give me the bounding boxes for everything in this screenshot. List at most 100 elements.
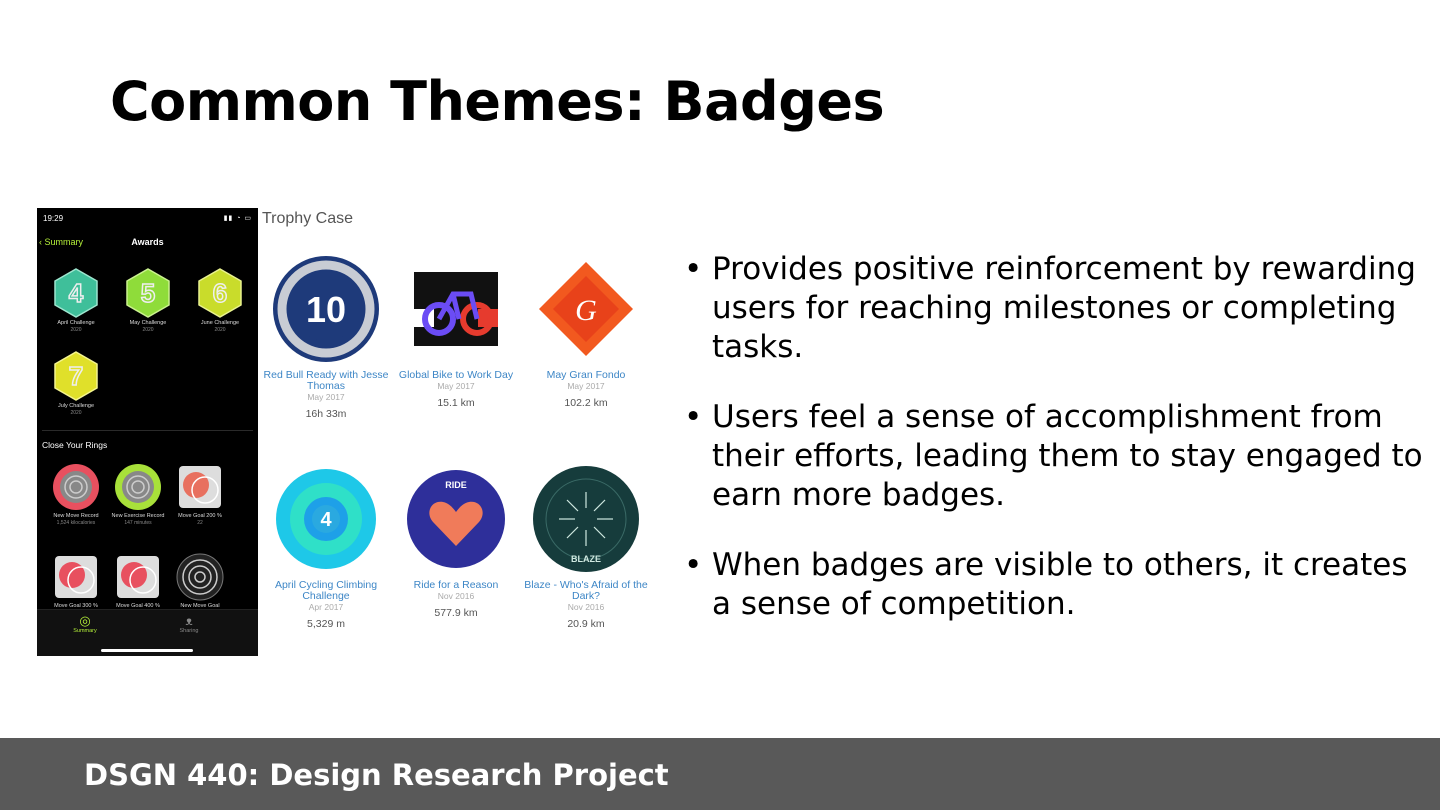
- challenge-badge-icon: 5: [126, 268, 170, 318]
- badge-stat: 15.1 km: [437, 397, 475, 409]
- badge-stat: 5,329 m: [307, 618, 345, 630]
- badge-date: May 2017: [567, 381, 605, 391]
- bike-badge-icon: [414, 272, 498, 346]
- badge-stat: 102.2 km: [564, 397, 608, 409]
- section-divider: [42, 430, 253, 431]
- status-time: 19:29: [43, 213, 64, 223]
- exercise-record-icon: [115, 464, 161, 510]
- trophy-badge[interactable]: BLAZE Blaze - Who's Afraid of the Dark? …: [521, 464, 651, 630]
- badge-date: Nov 2016: [567, 602, 605, 612]
- blaze-badge-icon: BLAZE: [533, 466, 639, 572]
- nav-bar: ‹ Summary Awards: [37, 234, 258, 254]
- bullet-item: Provides positive reinforcement by rewar…: [684, 250, 1429, 367]
- badge-name: Blaze - Who's Afraid of the Dark?: [524, 579, 648, 602]
- award-new-exercise-record[interactable]: New Exercise Record 147 minutes: [107, 463, 169, 526]
- badge-art-text: 10: [306, 289, 346, 330]
- back-button[interactable]: ‹ Summary: [39, 237, 84, 247]
- badge-date: Nov 2016: [437, 591, 475, 601]
- climbing-challenge-badge-icon: 4: [276, 469, 376, 569]
- trophy-case-title: Trophy Case: [262, 210, 353, 227]
- badge-name: April Cycling Climbing Challenge: [274, 579, 378, 602]
- award-number: 4: [69, 278, 84, 308]
- award-may-challenge[interactable]: 5 May Challenge 2020: [117, 268, 179, 333]
- badge-name: May Gran Fondo: [546, 369, 626, 381]
- award-sub: 2020: [70, 327, 82, 333]
- badge-art-text: RIDE: [445, 480, 467, 490]
- red-bull-badge-icon: 10: [273, 256, 379, 362]
- trophy-badge[interactable]: Global Bike to Work Day May 2017 15.1 km: [391, 254, 521, 409]
- slide-title: Common Themes: Badges: [110, 70, 885, 133]
- award-new-move-record[interactable]: New Move Record 1,524 kilocalories: [45, 463, 107, 526]
- trophy-badge[interactable]: G May Gran Fondo May 2017 102.2 km: [521, 254, 651, 409]
- award-sub: 2020: [70, 410, 82, 416]
- award-label: Move Goal 400 %: [116, 603, 160, 609]
- badge-date: Apr 2017: [308, 602, 344, 612]
- badge-date: May 2017: [307, 392, 345, 402]
- tab-sharing[interactable]: ᴥ Sharing: [159, 614, 219, 634]
- trophy-case-panel: Trophy Case 10 Red Bull Ready with Jesse…: [258, 206, 650, 656]
- award-label: New Move Record: [53, 513, 99, 519]
- award-label: June Challenge: [200, 320, 240, 326]
- activity-rings-icon: ◎: [79, 613, 91, 628]
- award-move-goal-400[interactable]: Move Goal 400 %: [107, 553, 169, 610]
- badge-name: Global Bike to Work Day: [398, 369, 514, 381]
- award-july-challenge[interactable]: 7 July Challenge 2020: [45, 351, 107, 416]
- bullet-list: Provides positive reinforcement by rewar…: [684, 250, 1429, 655]
- badge-art-text: BLAZE: [571, 554, 601, 564]
- bullet-item: When badges are visible to others, it cr…: [684, 546, 1429, 624]
- challenge-badge-icon: 7: [54, 351, 98, 401]
- ride-for-reason-badge-icon: RIDE: [407, 470, 505, 568]
- award-move-goal-200[interactable]: Move Goal 200 % 22: [169, 463, 231, 526]
- trophy-badge[interactable]: RIDE Ride for a Reason Nov 2016 577.9 km: [391, 464, 521, 619]
- award-sub: 147 minutes: [124, 520, 152, 526]
- move-goal-icon: [179, 466, 221, 508]
- sharing-icon: ᴥ: [185, 614, 193, 628]
- home-indicator: [101, 649, 193, 652]
- award-new-move-goal[interactable]: New Move Goal: [169, 553, 231, 610]
- badge-name: Ride for a Reason: [413, 579, 499, 591]
- tab-bar: ◎ Summary ᴥ Sharing: [37, 609, 258, 656]
- award-label: April Challenge: [57, 320, 95, 326]
- footer-bar: DSGN 440: Design Research Project: [0, 738, 1440, 810]
- award-sub: 22: [197, 520, 203, 526]
- award-number: 7: [69, 361, 83, 391]
- badge-name: Red Bull Ready with Jesse Thomas: [263, 369, 389, 392]
- award-june-challenge[interactable]: 6 June Challenge 2020: [189, 268, 251, 333]
- badge-stat: 16h 33m: [305, 408, 347, 420]
- award-number: 6: [213, 278, 227, 308]
- award-sub: 1,524 kilocalories: [56, 520, 96, 526]
- status-bar: 19:29 ▮▮ ◔ ▭: [43, 212, 252, 224]
- tab-summary[interactable]: ◎ Summary: [55, 613, 115, 635]
- tab-label: Sharing: [179, 628, 199, 634]
- bullet-item: Users feel a sense of accomplishment fro…: [684, 398, 1429, 515]
- move-record-icon: [53, 464, 99, 510]
- challenge-badge-icon: 6: [198, 268, 242, 318]
- section-label: Close Your Rings: [42, 440, 108, 450]
- move-goal-rings-icon: [176, 553, 224, 601]
- award-sub: 2020: [142, 327, 154, 333]
- nav-title: Awards: [131, 237, 164, 247]
- badge-art-text: G: [575, 294, 597, 327]
- award-number: 5: [141, 278, 155, 308]
- award-label: July Challenge: [57, 403, 95, 409]
- award-april-challenge[interactable]: 4 April Challenge 2020: [45, 268, 107, 333]
- badge-date: May 2017: [437, 381, 475, 391]
- award-label: New Exercise Record: [111, 513, 165, 519]
- award-move-goal-300[interactable]: Move Goal 300 %: [45, 553, 107, 610]
- phone-awards-screenshot: 19:29 ▮▮ ◔ ▭ ‹ Summary Awards 4 April Ch…: [37, 208, 258, 656]
- badge-stat: 20.9 km: [567, 618, 605, 630]
- tab-label: Summary: [73, 628, 97, 634]
- status-icons: ▮▮ ◔ ▭: [223, 215, 252, 222]
- move-goal-icon: [117, 556, 159, 598]
- gran-fondo-badge-icon: G: [539, 262, 633, 356]
- footer-course-title: DSGN 440: Design Research Project: [84, 758, 669, 792]
- trophy-badge[interactable]: 4 April Cycling Climbing Challenge Apr 2…: [261, 464, 391, 630]
- back-label: Summary: [44, 237, 84, 247]
- award-label: Move Goal 200 %: [178, 513, 222, 519]
- award-label: May Challenge: [129, 320, 167, 326]
- badge-art-text: 4: [320, 509, 332, 531]
- award-sub: 2020: [214, 327, 226, 333]
- trophy-badge[interactable]: 10 Red Bull Ready with Jesse Thomas May …: [261, 254, 391, 420]
- award-label: Move Goal 300 %: [54, 603, 98, 609]
- badge-stat: 577.9 km: [434, 607, 478, 619]
